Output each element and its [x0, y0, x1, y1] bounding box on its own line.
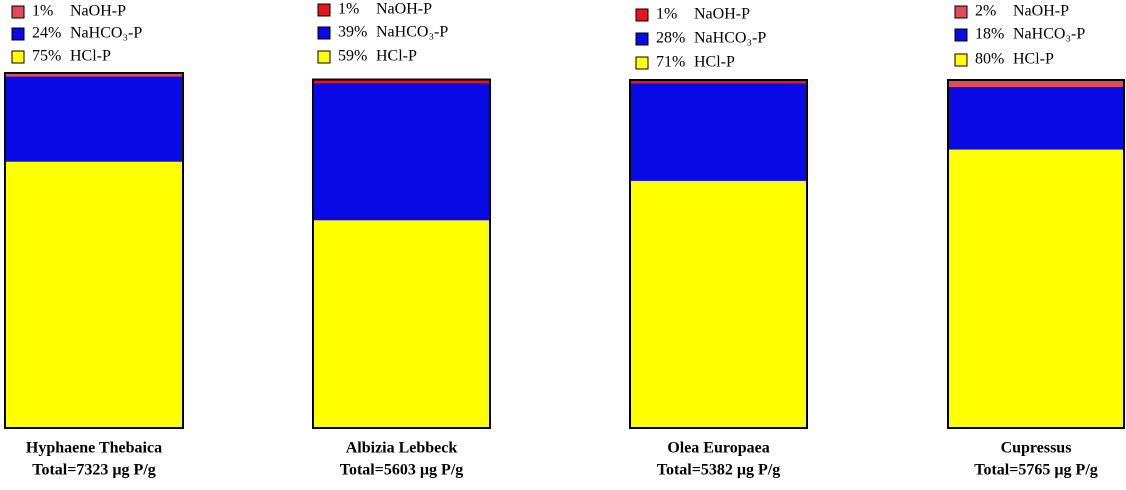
legend-swatch [317, 26, 331, 40]
chart-subtitle: Total=5765 µg P/g [974, 462, 1098, 479]
legend-label: NaHCO₃-P [70, 25, 142, 42]
bar-segment [630, 80, 807, 84]
legend-label: NaHCO₃-P [376, 24, 448, 41]
legend-swatch [11, 50, 25, 64]
legend-label: HCl-P [376, 48, 417, 65]
bar-outline [947, 79, 1125, 429]
chart-title: Olea Europaea [667, 440, 769, 457]
legend-swatch [11, 27, 25, 41]
legend-swatch [954, 5, 968, 19]
legend-swatch [317, 50, 331, 64]
bar-segment [313, 83, 490, 221]
bar-outline [629, 79, 808, 429]
legend-value: 39% [338, 24, 367, 41]
legend-value: 1% [656, 6, 677, 23]
legend-swatch [11, 5, 25, 19]
legend-value: 18% [975, 26, 1004, 43]
bar-segment [313, 79, 490, 84]
legend-label: NaOH-P [376, 1, 432, 18]
legend-value: 1% [32, 3, 53, 20]
legend-label: NaHCO₃-P [694, 30, 766, 47]
bar-segment [630, 180, 807, 428]
legend-value: 80% [975, 51, 1004, 68]
bar-segment [5, 73, 183, 77]
legend-swatch [317, 3, 331, 17]
bar-segment [313, 220, 490, 428]
chart-title: Albizia Lebbeck [346, 440, 458, 457]
legend-label: NaOH-P [694, 6, 750, 23]
bar-segment [5, 161, 183, 428]
chart-title: Cupressus [1001, 440, 1072, 457]
legend-value: 59% [338, 48, 367, 65]
legend-swatch [635, 32, 649, 46]
legend-value: 75% [32, 48, 61, 65]
legend-value: 2% [975, 3, 996, 20]
legend-label: HCl-P [70, 48, 111, 65]
bar-segment [5, 76, 183, 162]
legend-value: 24% [32, 25, 61, 42]
legend-value: 1% [338, 1, 359, 18]
legend-label: HCl-P [694, 54, 735, 71]
bar-segment [630, 83, 807, 181]
bar-outline [4, 72, 184, 429]
legend-swatch [635, 8, 649, 22]
legend-swatch [635, 56, 649, 70]
legend-label: NaOH-P [70, 3, 126, 20]
legend-swatch [954, 28, 968, 42]
legend-label: NaHCO₃-P [1013, 26, 1085, 43]
chart-title: Hyphaene Thebaica [26, 440, 162, 457]
chart-subtitle: Total=5382 µg P/g [657, 462, 781, 479]
legend-label: HCl-P [1013, 51, 1054, 68]
legend-value: 71% [656, 54, 685, 71]
legend-swatch [954, 53, 968, 67]
legend-value: 28% [656, 30, 685, 47]
legend-label: NaOH-P [1013, 3, 1069, 20]
bar-outline [312, 78, 491, 430]
bar-segment [948, 149, 1124, 428]
bar-segment [948, 80, 1124, 87]
chart-subtitle: Total=5603 µg P/g [340, 462, 464, 479]
chart-subtitle: Total=7323 µg P/g [32, 462, 156, 479]
bar-segment [948, 86, 1124, 150]
